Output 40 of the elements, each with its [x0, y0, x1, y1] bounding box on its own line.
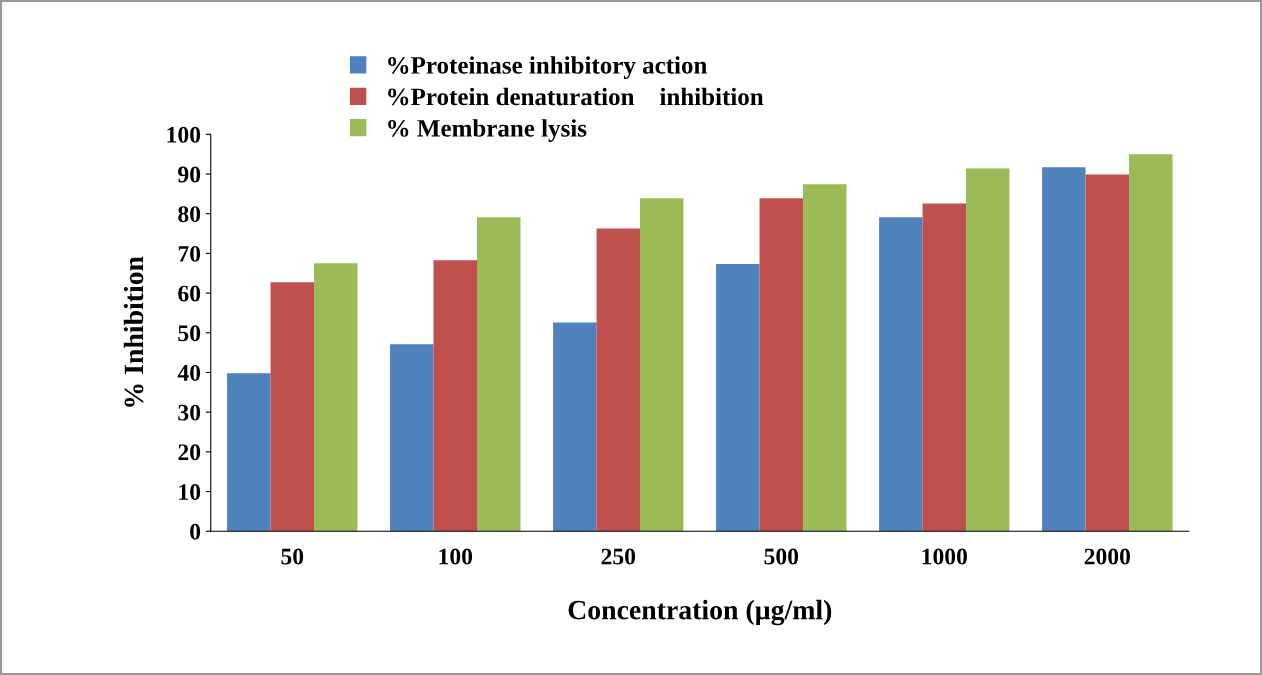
y-tick-label: 20	[178, 444, 201, 461]
bar	[803, 184, 847, 532]
legend-label: %Proteinase inhibitory action	[388, 56, 708, 79]
bar	[1085, 174, 1130, 532]
y-tick-label: 40	[177, 364, 201, 381]
bar	[640, 198, 684, 532]
bar	[227, 373, 271, 532]
bar	[1129, 154, 1173, 532]
y-tick-label: 10	[179, 484, 201, 500]
bar	[313, 263, 358, 532]
y-tick-label: 80	[178, 206, 201, 223]
x-axis-title: Concentration (µg/ml)	[568, 599, 832, 626]
bar	[596, 228, 641, 532]
x-tick-label: 50	[281, 548, 304, 565]
bar	[1042, 167, 1086, 532]
y-tick-label: 100	[167, 126, 201, 143]
bar	[433, 260, 477, 532]
x-tick-label: 100	[439, 548, 473, 565]
x-tick-label: 2000	[1084, 548, 1131, 565]
y-tick-label: 90	[178, 166, 201, 183]
bar	[390, 344, 434, 532]
bar	[759, 198, 804, 532]
x-tick-label: 1000	[922, 548, 967, 565]
x-tick-label: 250	[601, 548, 636, 565]
bar	[922, 203, 967, 532]
legend-label: % Membrane lysis	[388, 119, 587, 142]
bar	[879, 217, 923, 532]
bar	[966, 168, 1010, 532]
bar	[270, 282, 314, 532]
bar	[716, 264, 760, 532]
y-tick-label: 70	[178, 245, 201, 262]
y-tick-label: 30	[178, 404, 201, 421]
y-axis-title: % Inhibition	[123, 256, 144, 407]
bar	[553, 322, 597, 532]
bar	[477, 217, 521, 532]
y-tick-label: 50	[178, 325, 201, 342]
x-tick-label: 500	[764, 548, 799, 565]
legend-label: %Protein denaturation inhibition	[388, 87, 764, 106]
y-tick-label: 60	[178, 285, 201, 302]
y-tick-label: 0	[190, 523, 201, 540]
